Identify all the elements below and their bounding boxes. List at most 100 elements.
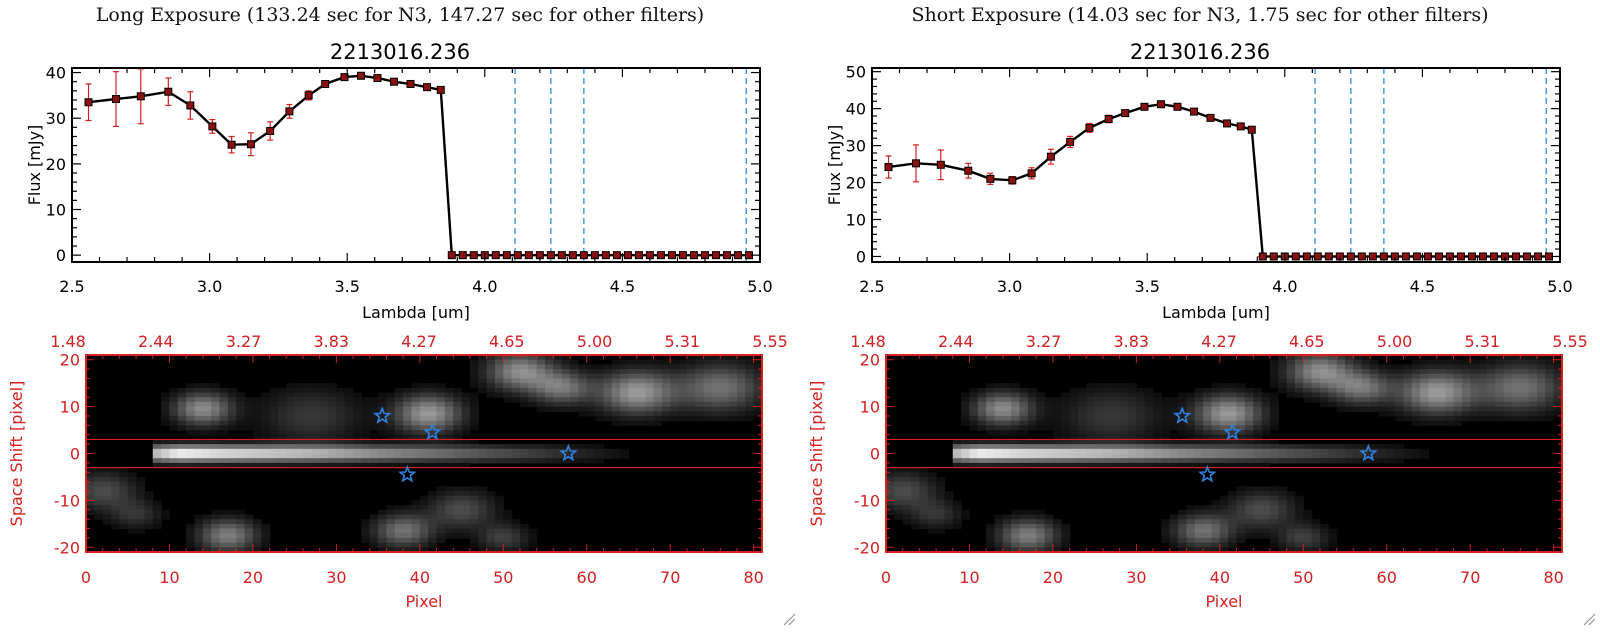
image-pixel: [1061, 430, 1071, 436]
image-pixel: [419, 392, 429, 398]
resize-grip-icon[interactable]: [1582, 612, 1596, 626]
image-pixel: [994, 439, 1004, 445]
image-pixel: [1461, 401, 1471, 408]
image-pixel: [1486, 387, 1496, 394]
image-pixel: [553, 444, 563, 450]
flux-data-point: [964, 166, 973, 175]
image-pixel: [169, 444, 179, 450]
image-pixel: [919, 472, 929, 478]
image-pixel: [1536, 397, 1546, 403]
image-pixel: [1236, 383, 1246, 389]
image-pixel: [177, 425, 187, 431]
image-pixel: [136, 514, 146, 520]
image-pixel: [494, 373, 504, 380]
image-pixel: [1244, 448, 1254, 455]
image-pixel: [1136, 430, 1146, 436]
image-pixel: [1336, 355, 1346, 361]
image-pixel: [1261, 397, 1271, 403]
image-pixel: [86, 495, 95, 501]
image-pixel: [1069, 392, 1079, 398]
flux-data-point: [447, 251, 456, 260]
image-pixel: [269, 430, 279, 436]
image-pixel: [1311, 453, 1321, 459]
image-pixel: [1027, 406, 1037, 412]
image-pixel: [503, 383, 513, 389]
image-pixel: [1445, 378, 1455, 384]
flux-data-point: [634, 251, 643, 260]
image-pixel: [1378, 378, 1388, 384]
image-x-tick-label: 70: [660, 568, 680, 587]
image-pixel: [1136, 397, 1146, 403]
image-pixel: [1536, 364, 1546, 370]
image-pixel: [961, 392, 971, 398]
image-pixel: [186, 462, 196, 469]
image-pixel: [1303, 359, 1313, 365]
image-pixel: [1169, 458, 1179, 464]
image-pixel: [1052, 420, 1062, 426]
image-pixel: [1553, 406, 1563, 412]
image-pixel: [369, 453, 379, 459]
image-pixel: [1153, 425, 1163, 431]
image-pixel: [1052, 533, 1062, 539]
image-pixel: [1278, 495, 1288, 501]
image-pixel: [136, 519, 146, 525]
image-pixel: [686, 411, 696, 417]
image-pixel: [1253, 401, 1263, 408]
image-pixel: [1153, 453, 1163, 459]
image-pixel: [620, 364, 630, 370]
image-pixel: [1178, 523, 1188, 530]
image-pixel: [136, 505, 146, 511]
resize-grip-icon[interactable]: [782, 612, 796, 626]
image-pixel: [1511, 401, 1521, 408]
image-pixel: [1211, 453, 1221, 459]
image-pixel: [1269, 406, 1279, 412]
image-x-tick-label: 10: [959, 568, 979, 587]
image-pixel: [1470, 364, 1480, 370]
image-pixel: [511, 392, 521, 398]
image-pixel: [469, 500, 479, 506]
image-pixel: [611, 397, 621, 403]
image-pixel: [236, 415, 246, 422]
image-pixel: [553, 364, 563, 370]
image-pixel: [1319, 397, 1329, 403]
image-pixel: [1086, 401, 1096, 408]
image-pixel: [511, 383, 521, 389]
image-pixel: [1311, 355, 1321, 361]
image-pixel: [894, 481, 904, 487]
image-pixel: [528, 355, 538, 361]
image-pixel: [1019, 430, 1029, 436]
image-pixel: [1303, 444, 1313, 450]
image-pixel: [1261, 401, 1271, 408]
image-pixel: [1011, 439, 1021, 445]
image-pixel: [720, 383, 730, 389]
image-pixel: [1011, 542, 1021, 548]
image-pixel: [711, 355, 721, 361]
image-pixel: [411, 430, 421, 436]
image-pixel: [886, 500, 895, 506]
image-pixel: [428, 533, 438, 539]
image-pixel: [511, 373, 521, 380]
image-pixel: [936, 505, 946, 511]
image-pixel: [553, 392, 563, 398]
image-pixel: [152, 453, 162, 459]
image-pixel: [336, 401, 346, 408]
image-pixel: [1011, 406, 1021, 412]
image-pixel: [1311, 519, 1321, 525]
image-pixel: [1311, 373, 1321, 380]
image-pixel: [469, 453, 479, 459]
image-pixel: [428, 453, 438, 459]
image-pixel: [745, 364, 755, 370]
image-pixel: [1194, 537, 1204, 544]
image-pixel: [286, 387, 296, 394]
image-pixel: [219, 425, 229, 431]
image-pixel: [1503, 397, 1513, 403]
image-pixel: [553, 369, 563, 375]
image-pixel: [419, 411, 429, 417]
image-pixel: [1495, 373, 1505, 380]
image-pixel: [227, 519, 237, 525]
image-pixel: [478, 500, 488, 506]
image-pixel: [1069, 458, 1079, 464]
image-pixel: [1470, 373, 1480, 380]
image-pixel: [102, 476, 112, 483]
image-pixel: [611, 415, 621, 422]
